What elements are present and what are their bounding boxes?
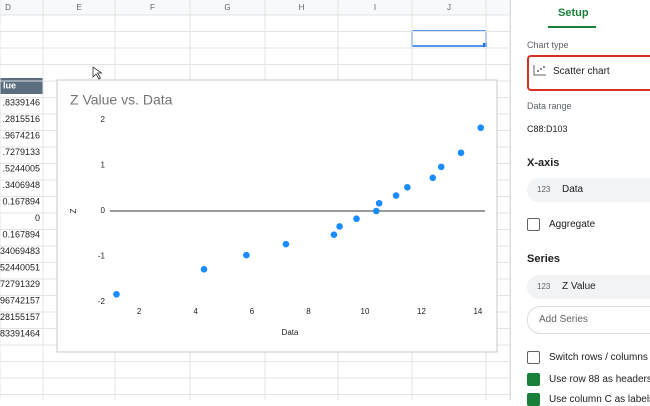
- point: [457, 149, 465, 157]
- series: Z Value: [562, 281, 596, 292]
- data-range[interactable]: C88:D103: [527, 124, 568, 134]
- cell: .83391464: [0, 328, 40, 338]
- point: [353, 215, 360, 223]
- chart-type-label: Chart type: [527, 40, 569, 50]
- x-tick-label: 4: [193, 307, 198, 316]
- point: [375, 199, 383, 207]
- column-header: J: [447, 3, 451, 12]
- x-tick-label: 14: [473, 307, 482, 316]
- y-tick-label: -1: [98, 252, 106, 261]
- y-tick-label: 0: [101, 206, 106, 215]
- x-axis-icon: 123: [537, 185, 551, 194]
- cell: .28155157: [0, 312, 40, 322]
- x-axis: Data: [562, 184, 584, 195]
- column-header: D: [5, 3, 11, 12]
- y-tick-label: 2: [101, 115, 106, 124]
- fill-handle[interactable]: [483, 43, 487, 47]
- add-series: Add Series: [539, 314, 588, 325]
- header-cell-bg: [0, 78, 43, 94]
- chart-title: Z Value vs. Data: [70, 92, 173, 108]
- cell: .52440051: [0, 262, 40, 272]
- column-header: H: [299, 3, 305, 12]
- switch-checkbox[interactable]: [527, 351, 540, 364]
- chart-type: Scatter chart: [553, 66, 610, 77]
- cell: .2815516: [2, 114, 40, 124]
- column-header: I: [374, 3, 376, 12]
- point: [243, 251, 250, 259]
- use-row-checkbox[interactable]: [527, 373, 540, 386]
- column-header: G: [224, 3, 230, 12]
- series-icon: 123: [537, 282, 551, 291]
- cell: 0: [35, 213, 40, 223]
- tab[interactable]: Setup: [558, 7, 589, 19]
- data-range-label: Data range: [527, 101, 572, 111]
- use-row: Use row 88 as headers: [549, 374, 650, 385]
- point: [336, 223, 343, 230]
- x-tick-label: 2: [137, 307, 142, 316]
- x-tick-label: 6: [250, 307, 255, 316]
- series-chip[interactable]: [527, 275, 650, 299]
- cell: .72791329: [0, 279, 40, 289]
- cell: .8339146: [2, 97, 40, 107]
- y-axis-label: Z: [69, 208, 78, 213]
- header-cell: lue: [3, 80, 16, 90]
- y-tick-label: -2: [98, 297, 106, 306]
- cell: .9674216: [2, 130, 40, 140]
- x-tick-label: 12: [417, 307, 426, 316]
- aggregate-checkbox[interactable]: [527, 218, 540, 231]
- column-header: F: [150, 3, 155, 12]
- x-axis-chip[interactable]: [527, 178, 650, 202]
- point: [477, 124, 485, 132]
- cursor: [92, 66, 103, 80]
- point: [113, 290, 120, 298]
- column-header-bar: [0, 0, 510, 15]
- series-heading: Series: [527, 253, 561, 265]
- point: [372, 207, 380, 215]
- switch: Switch rows / columns: [549, 352, 648, 363]
- cell: .96742157: [0, 295, 40, 305]
- x-axis-heading: X-axis: [527, 157, 560, 169]
- x-tick-label: 8: [306, 307, 311, 316]
- cell: .3406948: [2, 180, 40, 190]
- x-tick-label: 10: [361, 307, 370, 316]
- point: [282, 240, 290, 248]
- point: [200, 265, 208, 273]
- point: [330, 231, 338, 238]
- cell: 0.167894: [2, 229, 40, 239]
- cell: 0.167894: [2, 196, 40, 206]
- y-tick-label: 1: [101, 161, 106, 170]
- selected-cell[interactable]: [411, 30, 487, 47]
- tab-underline: [548, 26, 596, 28]
- point: [429, 174, 437, 182]
- scatter-icon: [533, 65, 546, 76]
- point: [392, 192, 400, 199]
- point: [437, 163, 445, 171]
- chart-frame[interactable]: [56, 79, 498, 353]
- point: [404, 184, 411, 191]
- cell: .5244005: [2, 163, 40, 173]
- cell: .7279133: [2, 147, 40, 157]
- chart-type-select[interactable]: [527, 55, 650, 91]
- cell: .34069483: [0, 246, 40, 256]
- aggregate: Aggregate: [549, 219, 596, 230]
- column-header: E: [76, 3, 81, 12]
- x-axis-label: Data: [282, 328, 299, 337]
- add-series-box[interactable]: [527, 306, 650, 334]
